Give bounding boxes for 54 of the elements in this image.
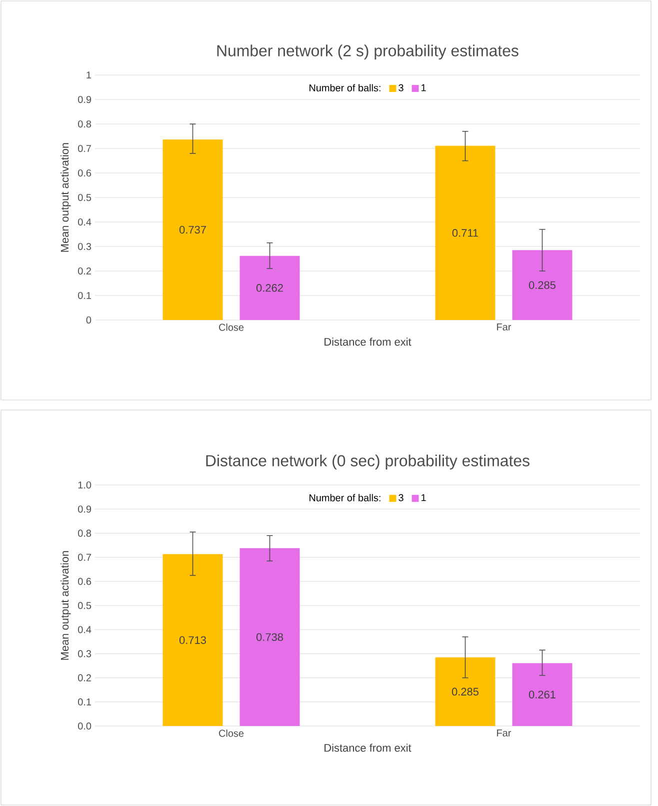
x-tick-label: Close: [219, 324, 244, 331]
legend-label: 1: [422, 494, 426, 502]
x-tick-label: Close: [219, 730, 244, 737]
y-tick-label: 0.6: [78, 578, 92, 585]
y-tick-label: 0.3: [78, 650, 92, 658]
y-tick-label: 1: [86, 72, 92, 78]
chart-title: Distance network (0 sec) probability estimates: [206, 454, 530, 470]
legend-label: 3: [398, 84, 404, 92]
y-tick-label: 1.0: [78, 481, 92, 489]
bar: [162, 554, 223, 726]
y-tick-label: 0.4: [78, 626, 92, 634]
legend-label: 1: [422, 84, 426, 92]
y-tick-label: 0.5: [78, 194, 92, 202]
y-tick-label: 0.5: [78, 602, 92, 610]
y-tick-label: 0.7: [78, 144, 91, 152]
y-tick-label: 0.6: [78, 169, 92, 177]
data-label: 0.262: [256, 284, 283, 292]
data-label: 0.285: [452, 688, 478, 696]
data-label: 0.711: [452, 229, 478, 237]
y-tick-label: 0.7: [78, 554, 91, 561]
bar: [435, 146, 496, 320]
bar: [240, 548, 300, 726]
bar: [512, 663, 572, 726]
y-tick-label: 0.0: [78, 722, 92, 730]
y-tick-label: 0.8: [78, 530, 92, 537]
y-tick-label: 0.3: [78, 242, 92, 250]
bar: [162, 139, 223, 320]
x-axis-title: Distance from exit: [324, 744, 412, 752]
y-axis-title: Mean output activation: [60, 143, 71, 252]
y-tick-label: 0: [86, 316, 92, 324]
y-tick-label: 0.1: [78, 698, 92, 706]
y-tick-label: 0.1: [78, 292, 92, 300]
y-tick-label: 0.9: [78, 96, 92, 104]
y-axis-title: Mean output activation: [60, 551, 71, 660]
y-tick-label: 0.2: [78, 674, 91, 682]
data-label: 0.713: [179, 636, 206, 644]
y-tick-label: 0.9: [78, 506, 92, 513]
legend-title: Number of balls:: [310, 494, 380, 502]
bar: [512, 250, 572, 320]
data-label: 0.737: [179, 226, 206, 234]
data-label: 0.738: [256, 633, 283, 641]
y-tick-label: 0.4: [78, 218, 92, 226]
data-label: 0.285: [528, 281, 556, 289]
legend-label: 3: [398, 494, 404, 502]
chart-title: Number network (2 s) probability estimates: [217, 44, 518, 60]
x-tick-label: Far: [497, 730, 512, 736]
y-tick-label: 0.2: [78, 267, 91, 275]
legend-title: Number of balls:: [310, 84, 380, 92]
y-tick-label: 0.8: [78, 120, 92, 128]
x-axis-title: Distance from exit: [324, 338, 412, 346]
bar: [240, 256, 300, 320]
bar: [435, 657, 496, 726]
x-tick-label: Far: [497, 324, 512, 330]
data-label: 0.261: [528, 690, 556, 698]
